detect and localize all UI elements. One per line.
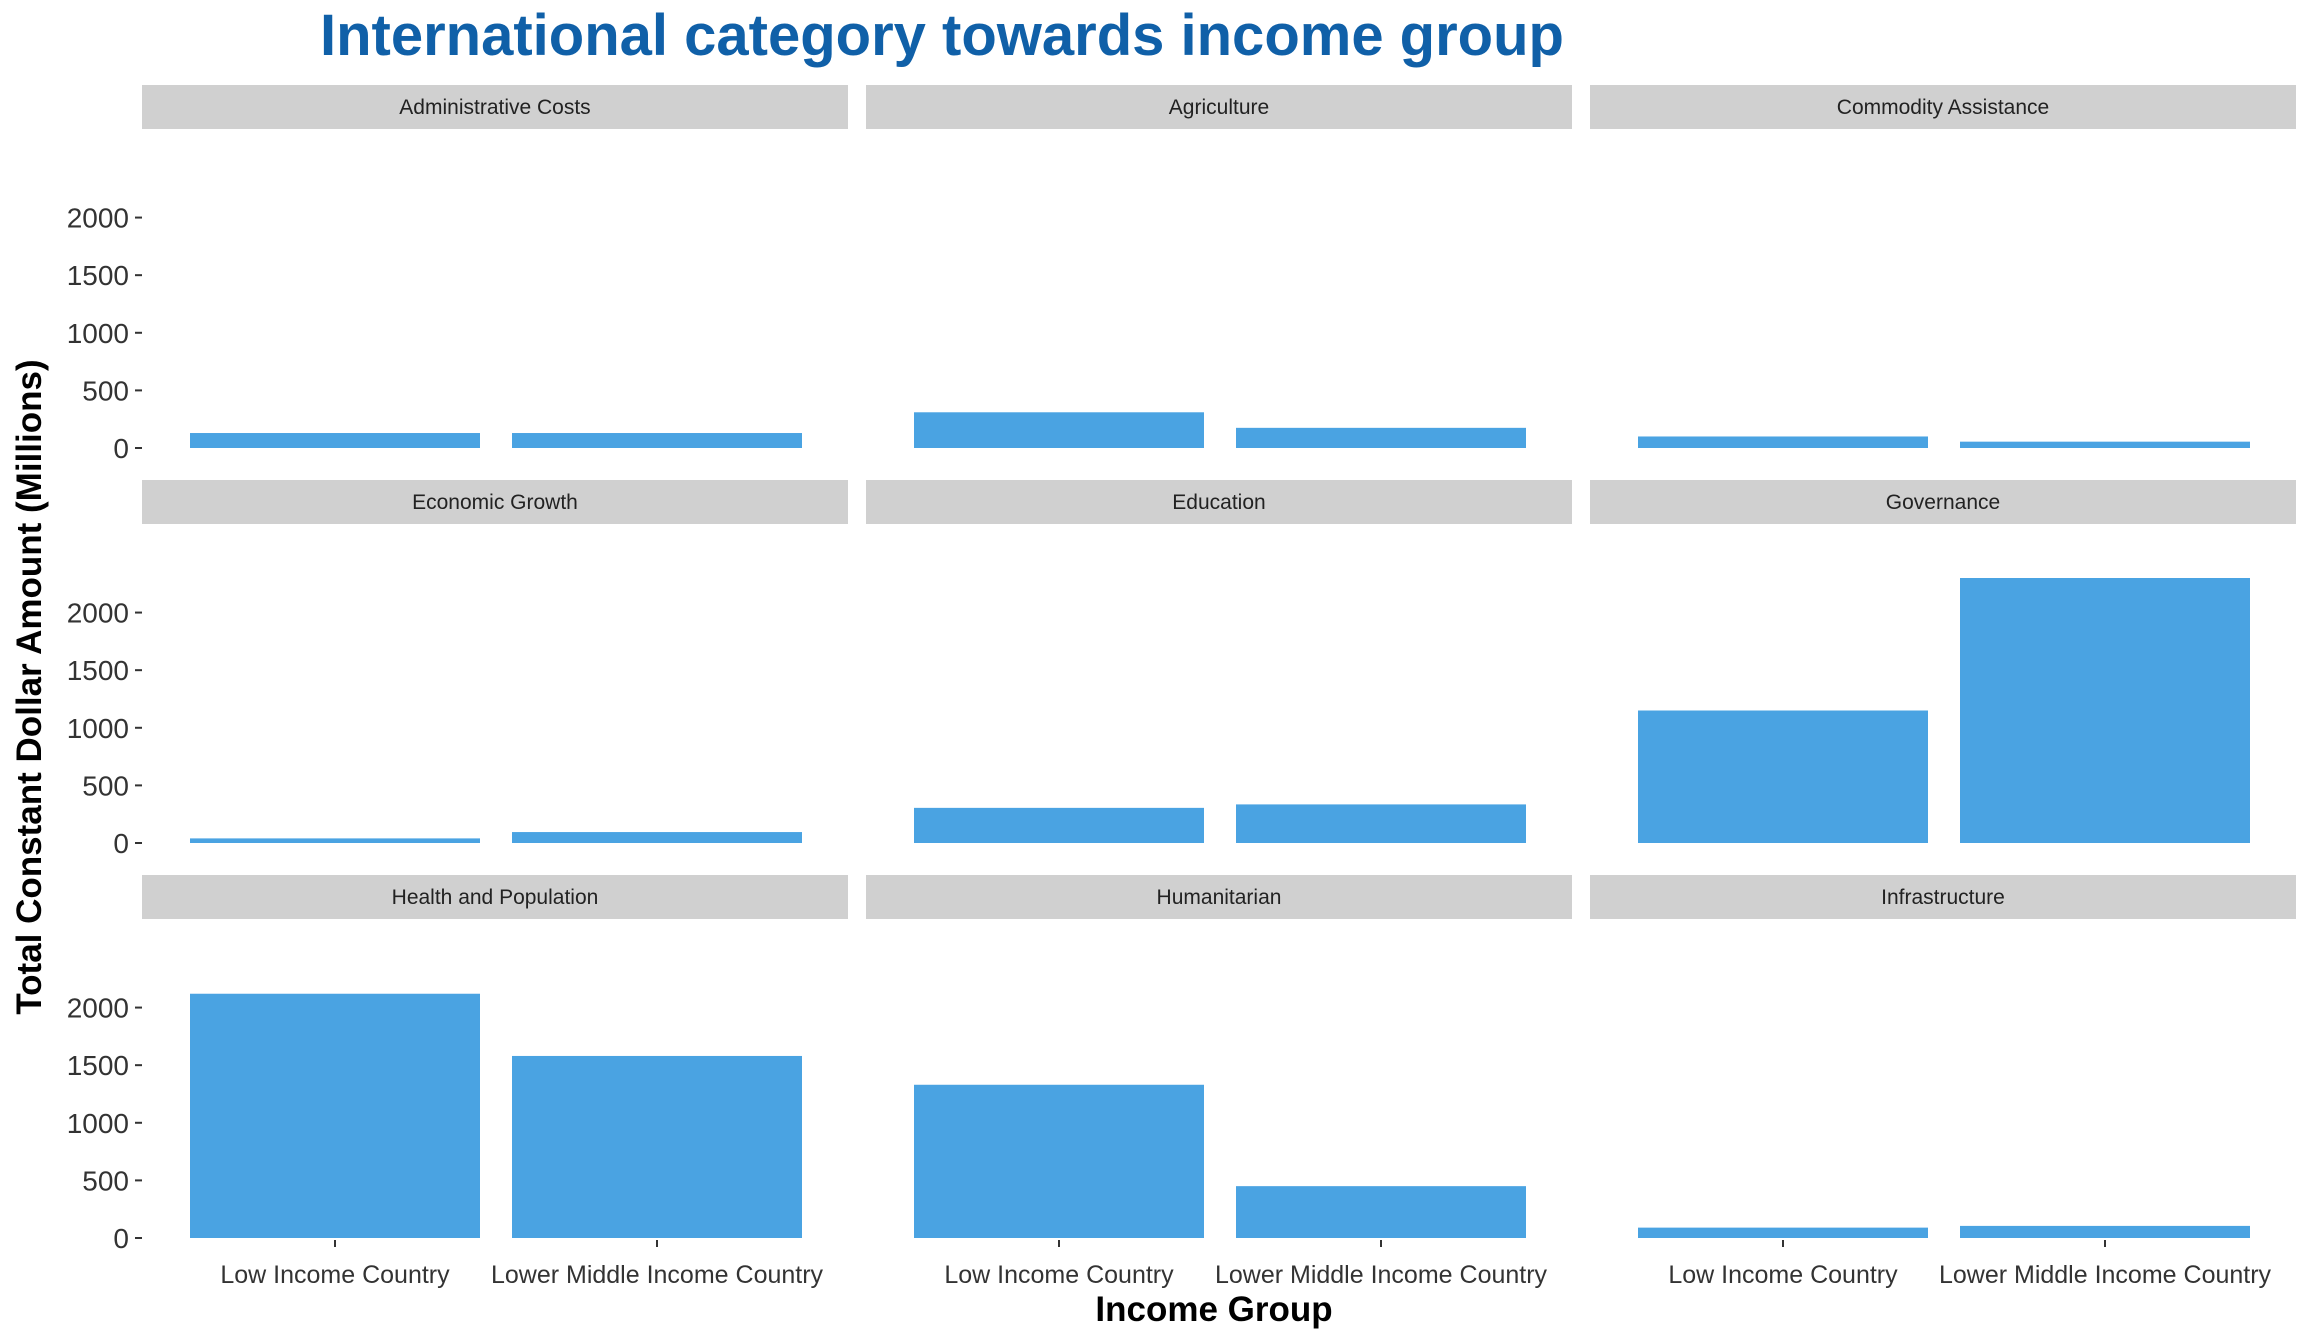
bar-education-lower-middle-income: [1236, 804, 1526, 843]
facet-strip-infrastructure: [1590, 875, 2296, 919]
x-tick-label: Low Income Country: [944, 1261, 1174, 1289]
bar-agriculture-low-income: [914, 412, 1204, 448]
chart-title: International category towards income gr…: [320, 3, 1564, 68]
bar-education-low-income: [914, 807, 1204, 843]
facet-label-education: Education: [1172, 491, 1265, 514]
y-tick-label: 0: [113, 828, 129, 859]
bar-humanitarian-lower-middle-income: [1236, 1186, 1526, 1238]
x-axis-label: Income Group: [1095, 1290, 1333, 1329]
x-tick-label: Lower Middle Income Country: [491, 1261, 824, 1289]
facet-label-commodity-assistance: Commodity Assistance: [1837, 96, 2049, 119]
facet-strip-health-and-population: [142, 875, 848, 919]
bar-administrative-costs-lower-middle-income: [512, 433, 802, 448]
facet-label-health-and-population: Health and Population: [392, 886, 599, 909]
bar-infrastructure-lower-middle-income: [1960, 1225, 2250, 1238]
y-tick-label: 2000: [67, 993, 129, 1024]
y-tick-label: 500: [82, 770, 129, 801]
bar-health-and-population-lower-middle-income: [512, 1055, 802, 1238]
bar-infrastructure-low-income: [1638, 1227, 1928, 1238]
y-tick-label: 500: [82, 1165, 129, 1196]
y-tick-label: 2000: [67, 598, 129, 629]
y-tick-label: 0: [113, 1223, 129, 1254]
bar-governance-lower-middle-income: [1960, 578, 2250, 843]
y-tick-label: 2000: [67, 203, 129, 234]
y-tick-label: 1500: [67, 1050, 129, 1081]
facet-strip-education: [866, 480, 1572, 524]
facet-strip-governance: [1590, 480, 2296, 524]
facet-label-agriculture: Agriculture: [1169, 96, 1269, 119]
bar-economic-growth-low-income: [190, 838, 480, 843]
facet-strip-agriculture: [866, 85, 1572, 129]
facet-label-administrative-costs: Administrative Costs: [399, 96, 590, 119]
bar-commodity-assistance-lower-middle-income: [1960, 441, 2250, 448]
y-tick-label: 0: [113, 433, 129, 464]
x-tick-label: Low Income Country: [1668, 1261, 1898, 1289]
y-tick-label: 1500: [67, 260, 129, 291]
bar-commodity-assistance-low-income: [1638, 436, 1928, 448]
facet-strip-administrative-costs: [142, 85, 848, 129]
facet-label-economic-growth: Economic Growth: [412, 491, 578, 514]
facet-label-governance: Governance: [1886, 491, 2000, 514]
y-tick-label: 500: [82, 375, 129, 406]
bar-agriculture-lower-middle-income: [1236, 427, 1526, 448]
facet-strip-commodity-assistance: [1590, 85, 2296, 129]
y-tick-label: 1500: [67, 655, 129, 686]
bar-administrative-costs-low-income: [190, 433, 480, 448]
y-tick-label: 1000: [67, 713, 129, 744]
x-tick-label: Lower Middle Income Country: [1215, 1261, 1548, 1289]
bar-economic-growth-lower-middle-income: [512, 832, 802, 843]
facet-strip-humanitarian: [866, 875, 1572, 919]
facet-label-infrastructure: Infrastructure: [1881, 886, 2005, 909]
facet-label-humanitarian: Humanitarian: [1157, 886, 1282, 909]
bar-health-and-population-low-income: [190, 993, 480, 1238]
y-tick-label: 1000: [67, 318, 129, 349]
bar-humanitarian-low-income: [914, 1084, 1204, 1238]
x-tick-label: Low Income Country: [220, 1261, 450, 1289]
x-tick-label: Lower Middle Income Country: [1939, 1261, 2272, 1289]
bar-governance-low-income: [1638, 710, 1928, 843]
facet-strip-economic-growth: [142, 480, 848, 524]
y-tick-label: 1000: [67, 1108, 129, 1139]
